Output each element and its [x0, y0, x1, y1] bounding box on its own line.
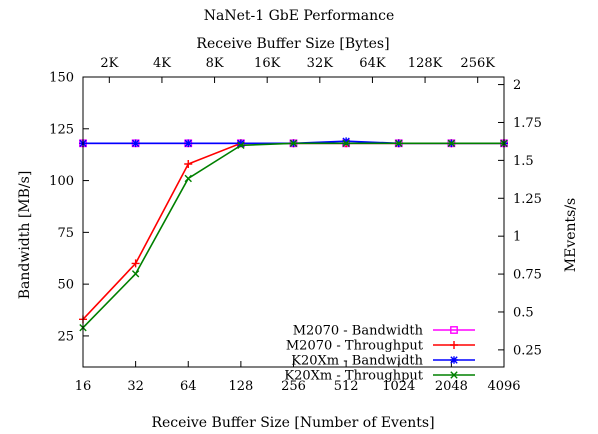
x-tick-label: 512 [334, 379, 359, 394]
data-point [237, 139, 245, 148]
x-tick-label: 256 [281, 379, 306, 394]
y-tick-label: 25 [57, 329, 74, 344]
x2-tick-label: 8K [206, 56, 224, 71]
series-line [82, 142, 504, 329]
y2-tick-label: 0.5 [513, 305, 534, 320]
axes: 16 32 64 128 256 512 1024 2048 4096 2K 4K 8K 16K 32K 6… [49, 56, 542, 394]
x2-tick-label: 16K [254, 56, 281, 71]
data-point [184, 139, 193, 148]
legend-label: M2070 - Throughput [286, 339, 424, 354]
legend-item: M2070 - Throughput [286, 339, 475, 354]
data-point [450, 371, 458, 379]
x2-tick-label: 64K [359, 56, 386, 71]
x-axis-title: Receive Buffer Size [Number of Events] [151, 415, 434, 431]
chart-title: NaNet-1 GbE Performance [204, 8, 395, 24]
data-point [131, 139, 140, 148]
legend-item: K20Xm - Throughput [284, 369, 475, 384]
x-tick-label: 128 [228, 379, 253, 394]
data-point [184, 160, 193, 168]
x-tick-label: 64 [180, 379, 197, 394]
y2-axis-title: MEvents/s [563, 198, 579, 272]
x-tick-label: 32 [127, 379, 144, 394]
y-tick-label: 75 [57, 226, 74, 241]
legend-label: M2070 - Bandwidth [293, 324, 424, 339]
data-point [450, 326, 458, 334]
y-tick-label: 150 [49, 71, 74, 86]
y2-tick-label: 2 [513, 78, 521, 93]
legend-item: K20Xm - Bandwidth [291, 354, 475, 369]
x-tick-label: 1024 [382, 379, 415, 394]
data-point [131, 259, 140, 268]
plot-frame [82, 76, 505, 368]
y2-tick-label: 1.75 [513, 116, 542, 131]
x2-tick-label: 128K [408, 56, 443, 71]
legend-label: K20Xm - Bandwidth [291, 354, 423, 369]
data-point [447, 139, 456, 147]
series-3 [79, 137, 508, 148]
y2-tick-label: 1.25 [513, 192, 542, 207]
x2-tick-label: 256K [460, 56, 495, 71]
y-tick-label: 125 [49, 122, 74, 137]
series-4 [79, 139, 508, 332]
y2-tick-label: 0.75 [513, 268, 542, 283]
y-tick-label: 100 [49, 174, 74, 189]
data-point [395, 139, 403, 147]
x-tick-label: 4096 [487, 379, 520, 394]
y-tick-label: 50 [57, 278, 74, 293]
y2-tick-label: 0.25 [513, 343, 542, 358]
x-tick-label: 2048 [435, 379, 468, 394]
series-2 [79, 139, 508, 324]
x2-tick-label: 32K [307, 56, 334, 71]
series-line [82, 142, 504, 320]
y-axis-title: Bandwidth [MB/s] [17, 171, 33, 300]
data-point [131, 270, 140, 278]
x2-tick-label: 4K [153, 56, 171, 71]
y2-tick-label: 1 [513, 230, 521, 245]
data-point [450, 341, 458, 349]
data-point [342, 139, 350, 147]
x2-tick-label: 2K [100, 56, 118, 71]
data-point [184, 174, 192, 183]
legend-label: K20Xm - Throughput [284, 369, 423, 384]
y2-tick-label: 1.5 [513, 154, 534, 169]
data-point [237, 141, 245, 150]
series-layer [79, 137, 508, 332]
legend-item: M2070 - Bandwidth [293, 324, 475, 339]
x-tick-label: 16 [75, 379, 92, 394]
x2-axis-title: Receive Buffer Size [Bytes] [196, 36, 389, 52]
data-point [450, 356, 458, 364]
data-point [342, 137, 350, 146]
data-point [289, 139, 298, 147]
